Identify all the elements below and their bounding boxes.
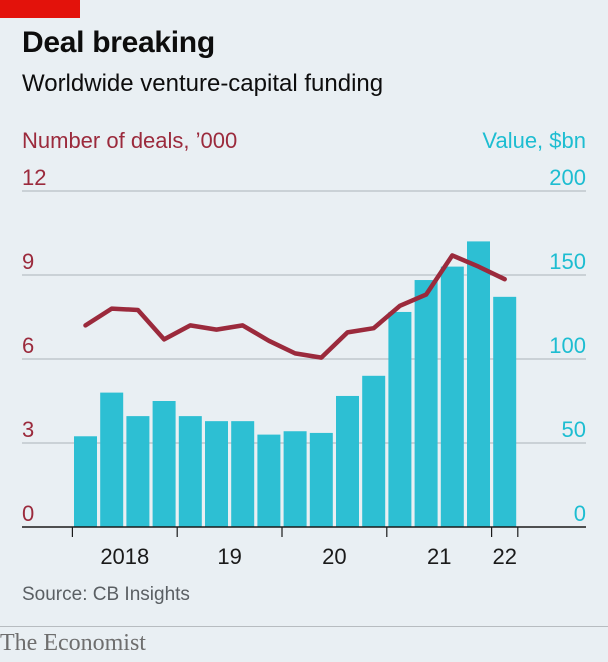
value-bar bbox=[257, 434, 281, 527]
brand-red-tag bbox=[0, 0, 80, 18]
value-bar bbox=[309, 432, 333, 527]
value-bar bbox=[388, 311, 412, 527]
chart-plot: 0 3 6 9 12 0 50 100 150 200 2018 19 20 21 22 bbox=[22, 165, 586, 569]
economist-wordmark: The Economist bbox=[0, 630, 146, 656]
right-tick-label: 200 bbox=[549, 165, 586, 190]
value-bar bbox=[178, 416, 202, 527]
right-tick-label: 0 bbox=[574, 501, 586, 526]
x-tick-label: 21 bbox=[427, 544, 451, 569]
x-tick-label: 2018 bbox=[100, 544, 149, 569]
x-tick-label: 20 bbox=[322, 544, 346, 569]
footer-divider bbox=[0, 626, 608, 627]
value-bar bbox=[467, 241, 490, 527]
value-bar bbox=[231, 421, 255, 527]
left-tick-label: 3 bbox=[22, 417, 34, 442]
value-bar bbox=[126, 416, 150, 527]
chart-subtitle: Worldwide venture-capital funding bbox=[22, 70, 384, 97]
left-axis-label: Number of deals, ’000 bbox=[22, 128, 238, 153]
value-bar bbox=[152, 401, 176, 527]
left-tick-label: 6 bbox=[22, 333, 34, 358]
left-tick-label: 12 bbox=[22, 165, 46, 190]
source-note: Source: CB Insights bbox=[22, 584, 190, 605]
left-tick-label: 9 bbox=[22, 249, 34, 274]
right-tick-label: 50 bbox=[562, 417, 586, 442]
value-bar bbox=[74, 436, 97, 527]
deals-line bbox=[83, 253, 507, 360]
value-bar bbox=[493, 296, 517, 527]
value-bar bbox=[205, 421, 228, 527]
chart-title: Deal breaking bbox=[22, 26, 215, 59]
right-tick-label: 100 bbox=[549, 333, 586, 358]
right-axis-label: Value, $bn bbox=[482, 128, 586, 153]
x-tick-label: 22 bbox=[492, 544, 516, 569]
x-tick-label: 19 bbox=[217, 544, 241, 569]
value-bar bbox=[440, 266, 464, 527]
left-tick-label: 0 bbox=[22, 501, 34, 526]
value-bar bbox=[414, 280, 438, 527]
value-bar bbox=[283, 431, 307, 527]
value-bar bbox=[100, 392, 124, 527]
right-tick-label: 150 bbox=[549, 249, 586, 274]
value-bar bbox=[336, 395, 359, 527]
value-bar bbox=[362, 375, 386, 527]
